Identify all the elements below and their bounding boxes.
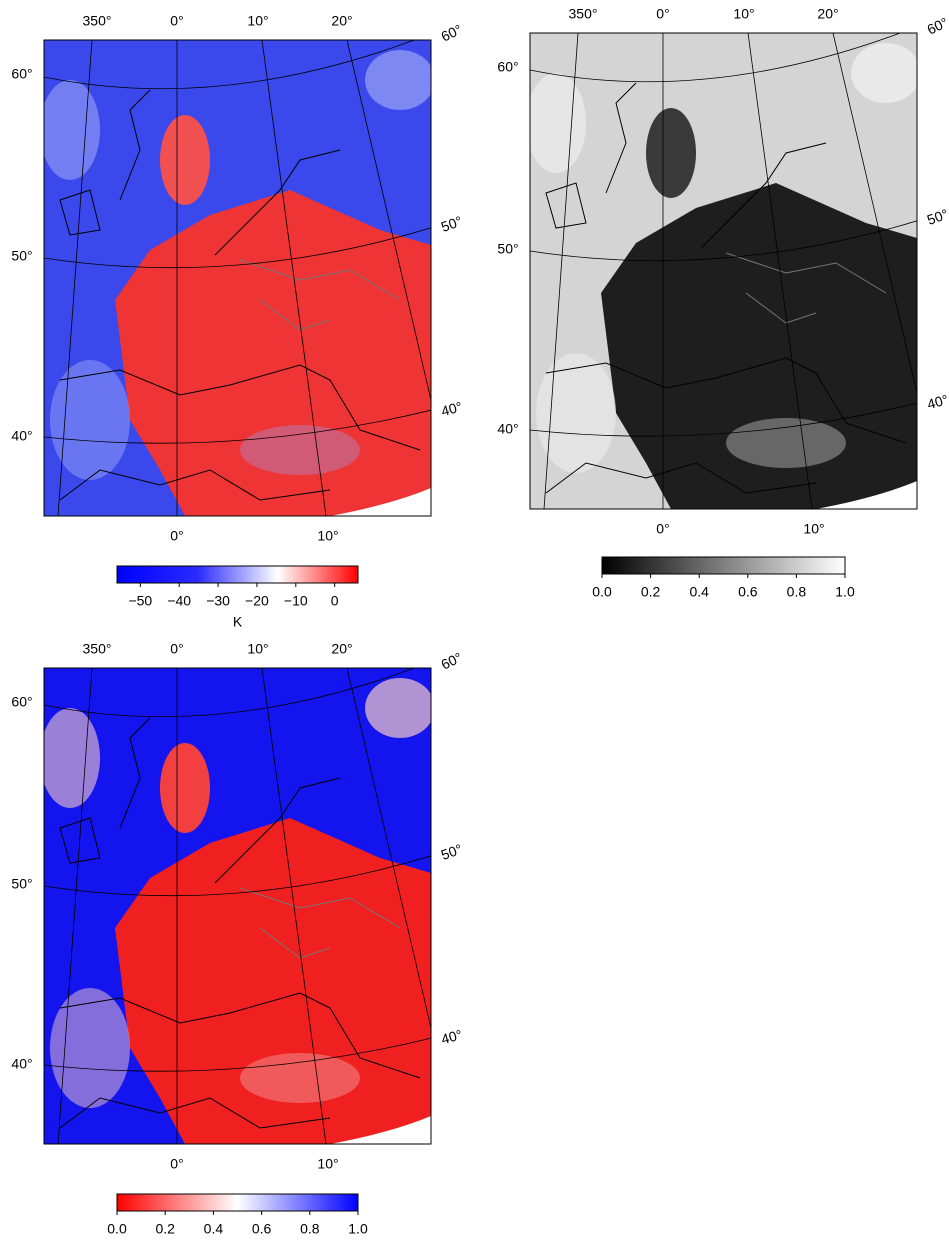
region-patch bbox=[365, 50, 435, 110]
colorbar-tick-label: 1.0 bbox=[835, 584, 855, 600]
region-patch bbox=[526, 73, 586, 173]
latitude-label: 60° bbox=[497, 59, 518, 75]
longitude-label: 10° bbox=[247, 13, 268, 29]
longitude-label: 0° bbox=[170, 1156, 183, 1172]
longitude-label: 0° bbox=[170, 528, 183, 544]
region-patch bbox=[365, 678, 435, 738]
latitude-label: 50° bbox=[439, 841, 464, 863]
longitude-label: 350° bbox=[83, 13, 112, 29]
latitude-label: 50° bbox=[497, 241, 518, 257]
latitude-label: 50° bbox=[925, 206, 949, 228]
latitude-label: 50° bbox=[439, 213, 464, 235]
colorbar-tick-label: −30 bbox=[206, 593, 230, 609]
longitude-label: 10° bbox=[247, 641, 268, 657]
latitude-label: 60° bbox=[11, 694, 32, 710]
region-patch bbox=[160, 743, 210, 833]
region-patch bbox=[851, 43, 921, 103]
colorbar-tick-label: 0.4 bbox=[689, 584, 709, 600]
region-patch bbox=[40, 80, 100, 180]
longitude-label: 0° bbox=[170, 641, 183, 657]
colorbar-tick-label: −10 bbox=[284, 593, 308, 609]
colorbar-tick-label: 0.0 bbox=[592, 584, 612, 600]
latitude-label: 60° bbox=[438, 649, 464, 672]
region-patch bbox=[726, 418, 846, 468]
longitude-label: 10° bbox=[803, 521, 824, 537]
colorbar-tick-label: 1.0 bbox=[348, 1221, 368, 1237]
panel: 350° 0° 10° 20° 60° 50° 40° 60° 50° 40° 0° 10° bbox=[11, 641, 464, 1172]
colorbar-tick-label: 0.8 bbox=[787, 584, 807, 600]
colorbar-tick-label: 0.2 bbox=[641, 584, 661, 600]
colorbar-tick-label: 0.0 bbox=[107, 1221, 127, 1237]
latitude-label: 50° bbox=[11, 876, 32, 892]
colorbar bbox=[117, 566, 358, 583]
longitude-label: 0° bbox=[170, 13, 183, 29]
colorbar-tick-label: 0.2 bbox=[155, 1221, 175, 1237]
region-patch bbox=[40, 708, 100, 808]
colorbar-tick-label: 0 bbox=[331, 593, 339, 609]
longitude-label: 350° bbox=[83, 641, 112, 657]
longitude-label: 20° bbox=[817, 6, 838, 22]
colorbar bbox=[602, 557, 845, 574]
panel: 350° 0° 10° 20° 60° 50° 40° 60° 50° 40° 0° 10° bbox=[497, 6, 949, 537]
panel: 350° 0° 10° 20° 60° 50° 40° 60° 50° 40° 0° 10° bbox=[11, 13, 464, 544]
region-patch bbox=[240, 425, 360, 475]
colorbar bbox=[117, 1194, 358, 1211]
latitude-label: 60° bbox=[924, 14, 949, 37]
longitude-label: 10° bbox=[317, 528, 338, 544]
longitude-label: 0° bbox=[656, 521, 669, 537]
longitude-label: 0° bbox=[656, 6, 669, 22]
colorbar-tick-label: 0.6 bbox=[252, 1221, 272, 1237]
region-patch bbox=[646, 108, 696, 198]
latitude-label: 40° bbox=[925, 391, 949, 412]
region-patch bbox=[240, 1053, 360, 1103]
latitude-label: 40° bbox=[439, 398, 464, 419]
latitude-label: 40° bbox=[11, 428, 32, 444]
longitude-label: 10° bbox=[317, 1156, 338, 1172]
latitude-label: 40° bbox=[497, 421, 518, 437]
colorbar-tick-label: 0.4 bbox=[204, 1221, 224, 1237]
latitude-label: 40° bbox=[439, 1026, 464, 1047]
latitude-label: 60° bbox=[11, 66, 32, 82]
latitude-label: 60° bbox=[438, 21, 464, 44]
map bbox=[526, 23, 926, 509]
longitude-label: 10° bbox=[733, 6, 754, 22]
colorbar-tick-label: 0.6 bbox=[738, 584, 758, 600]
longitude-label: 350° bbox=[569, 6, 598, 22]
longitude-label: 20° bbox=[331, 13, 352, 29]
figure: 350° 0° 10° 20° 60° 50° 40° 60° 50° 40° 0° 10° −50 −4… bbox=[0, 0, 949, 1242]
map bbox=[40, 30, 440, 516]
latitude-label: 50° bbox=[11, 248, 32, 264]
longitude-label: 20° bbox=[331, 641, 352, 657]
colorbar-tick-label: 0.8 bbox=[300, 1221, 320, 1237]
colorbar-tick-label: −50 bbox=[128, 593, 152, 609]
latitude-label: 40° bbox=[11, 1056, 32, 1072]
colorbar-label: K bbox=[233, 614, 243, 630]
colorbar-tick-label: −40 bbox=[167, 593, 191, 609]
colorbar-tick-label: −20 bbox=[245, 593, 269, 609]
map bbox=[40, 658, 440, 1144]
region-patch bbox=[160, 115, 210, 205]
